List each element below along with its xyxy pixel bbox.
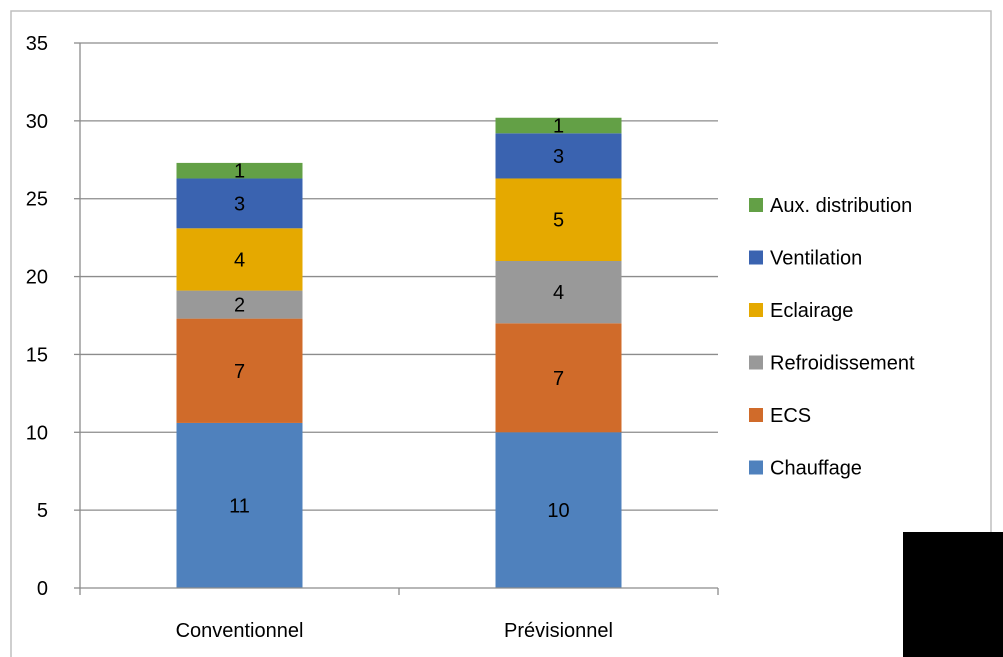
legend-label: Ventilation [770, 248, 862, 270]
bar-segment-refroidissement [176, 290, 303, 319]
legend-label: Chauffage [770, 458, 862, 480]
legend-swatch [749, 408, 763, 422]
bar-segment-ventilation [176, 178, 303, 229]
y-tick-label: 30 [26, 111, 48, 133]
bar-segment-chauffage [495, 432, 622, 588]
y-tick-label: 0 [37, 578, 48, 600]
bars: 11 7 2 4 3 1 10 7 4 5 3 1 [176, 116, 622, 588]
bar-segment-refroidissement [495, 261, 622, 324]
legend-swatch [749, 355, 763, 370]
legend-swatch [749, 198, 763, 212]
data-label: 7 [553, 368, 564, 390]
data-label: 4 [553, 282, 564, 304]
x-category-label: Prévisionnel [504, 620, 613, 642]
data-label: 3 [234, 193, 245, 215]
x-axis-categories: Conventionnel Prévisionnel [176, 620, 613, 642]
bar-segment-ventilation [495, 133, 622, 179]
legend-swatch [749, 303, 763, 317]
y-axis-ticks: 0 5 10 15 20 25 30 35 [26, 33, 80, 600]
y-tick-label: 15 [26, 344, 48, 366]
y-tick-label: 10 [26, 422, 48, 444]
y-tick-label: 25 [26, 189, 48, 211]
black-overlay-block [903, 532, 1003, 657]
legend-swatch [749, 460, 763, 475]
legend-label: ECS [770, 405, 811, 427]
legend-swatch [749, 250, 763, 265]
data-label: 4 [234, 249, 245, 271]
y-tick-label: 5 [37, 500, 48, 522]
legend-label: Aux. distribution [770, 195, 912, 217]
legend: Aux. distribution Ventilation Eclairage Ref… [749, 195, 915, 480]
data-label: 5 [553, 210, 564, 232]
data-label: 1 [553, 116, 564, 138]
legend-label: Refroidissement [770, 353, 915, 375]
bar-segment-ecs [495, 323, 622, 433]
data-label: 3 [553, 146, 564, 168]
bar-segment-eclairage [176, 228, 303, 291]
bar-segment-chauffage [176, 422, 303, 588]
y-tick-label: 35 [26, 33, 48, 55]
y-tick-label: 20 [26, 267, 48, 289]
data-label: 1 [234, 161, 245, 183]
data-label: 7 [234, 361, 245, 383]
data-label: 10 [547, 500, 569, 522]
bar-segment-ecs [176, 318, 303, 423]
bar-segment-aux-distribution [176, 162, 303, 179]
bar-segment-eclairage [495, 178, 622, 261]
x-category-label: Conventionnel [176, 620, 304, 642]
data-label: 2 [234, 295, 245, 317]
axes [79, 43, 719, 595]
data-label: 11 [229, 495, 250, 517]
bar-segment-aux-distribution [495, 117, 622, 134]
legend-label: Eclairage [770, 300, 853, 322]
